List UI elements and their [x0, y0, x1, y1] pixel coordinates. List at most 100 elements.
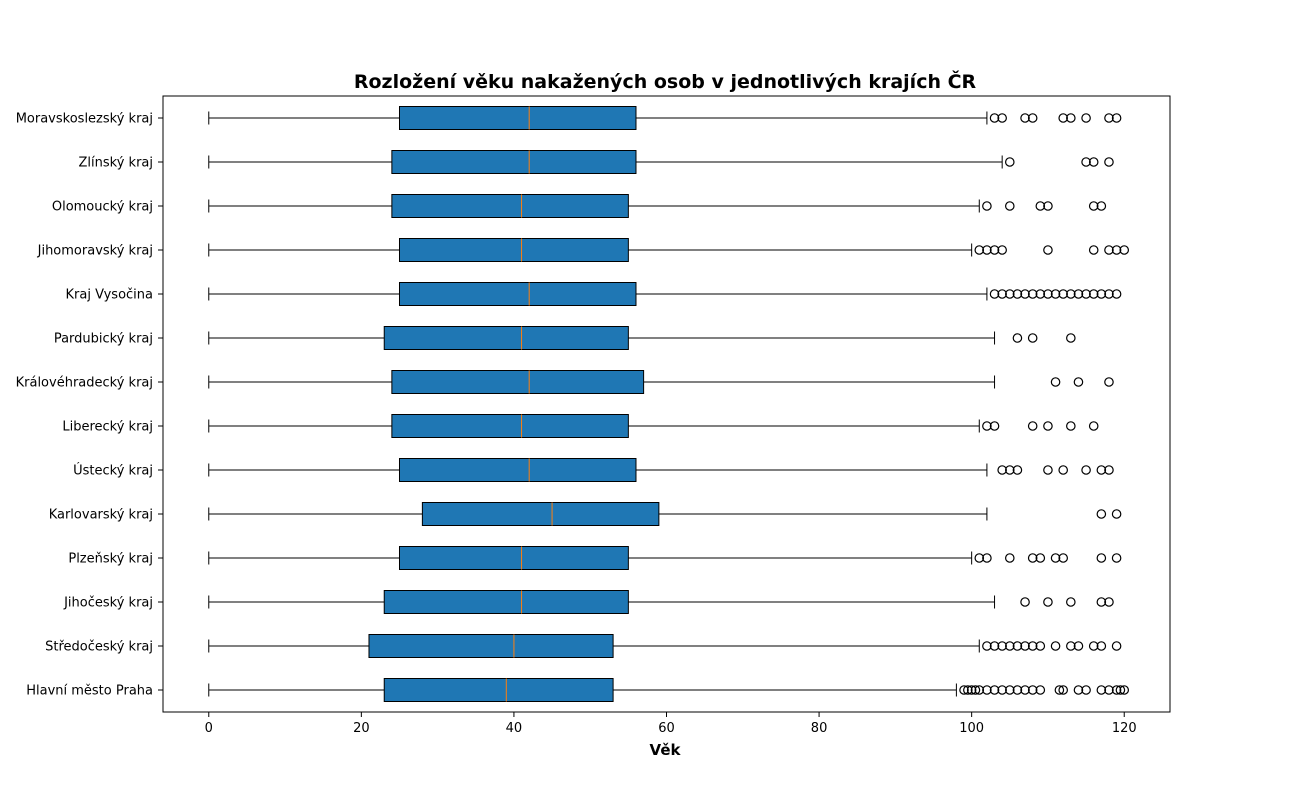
y-tick-label: Pardubický kraj [54, 332, 153, 347]
y-tick-label: Liberecký kraj [62, 420, 153, 435]
y-tick-label: Plzeňský kraj [68, 552, 153, 567]
outlier-point [1088, 289, 1099, 299]
outlier-point [997, 113, 1007, 123]
outlier-point [1115, 685, 1126, 695]
outlier-point [989, 421, 1000, 431]
y-tick-label: Ústecký kraj [73, 463, 153, 479]
box-iqr [391, 370, 645, 394]
outlier-point [1081, 289, 1091, 299]
outlier-point [970, 685, 981, 695]
y-tick-label: Moravskoslezský kraj [16, 112, 153, 127]
y-tick-label: Karlovarský kraj [49, 508, 153, 523]
outlier-point [974, 245, 985, 255]
box-iqr [383, 326, 629, 350]
outlier-point [1081, 465, 1091, 475]
outlier-point [1035, 685, 1046, 695]
outlier-point [1096, 685, 1107, 695]
outlier-point [1012, 465, 1023, 475]
outlier-point [997, 641, 1007, 651]
outlier-point [997, 685, 1007, 695]
outlier-point [1104, 113, 1114, 123]
outlier-point [982, 685, 992, 695]
outlier-point [1027, 553, 1038, 563]
outlier-point [982, 245, 992, 255]
y-tick-label: Kraj Vysočina [65, 288, 153, 303]
outlier-point [1088, 641, 1099, 651]
outlier-point [982, 641, 992, 651]
x-axis-label: Věk [650, 741, 682, 759]
outlier-point [1054, 685, 1065, 695]
outlier-point [1119, 685, 1130, 695]
axes-frame [162, 95, 1171, 713]
outlier-point [1104, 157, 1114, 167]
outlier-point [1111, 685, 1122, 695]
outlier-point [1027, 289, 1038, 299]
x-tick-label: 20 [353, 721, 370, 736]
outlier-point [1043, 245, 1053, 255]
outlier-point [1066, 333, 1076, 343]
outlier-point [1104, 465, 1114, 475]
outlier-point [1081, 157, 1091, 167]
outlier-point [1050, 641, 1061, 651]
outlier-point [1111, 509, 1122, 519]
outlier-point [1035, 641, 1046, 651]
x-tick-label: 80 [811, 721, 828, 736]
outlier-point [1088, 421, 1099, 431]
box-iqr [391, 194, 629, 218]
outlier-point [974, 685, 985, 695]
outlier-point [1066, 289, 1076, 299]
outlier-point [963, 685, 973, 695]
outlier-point [1119, 245, 1130, 255]
outlier-point [1058, 289, 1068, 299]
box-iqr [368, 634, 614, 658]
outlier-point [1058, 113, 1068, 123]
outlier-point [1035, 553, 1046, 563]
box-iqr [398, 282, 637, 306]
box-iqr [383, 678, 614, 702]
box-iqr [383, 590, 629, 614]
y-tick-label: Hlavní město Praha [26, 684, 153, 699]
outlier-point [1027, 333, 1038, 343]
outlier-point [1088, 157, 1099, 167]
box-iqr [398, 546, 629, 570]
outlier-point [1004, 157, 1015, 167]
outlier-point [1020, 289, 1030, 299]
x-tick-label: 40 [506, 721, 523, 736]
outlier-point [1096, 553, 1107, 563]
outlier-point [1096, 289, 1107, 299]
outlier-point [1096, 597, 1107, 607]
outlier-point [982, 553, 992, 563]
outlier-point [982, 421, 992, 431]
y-tick-label: Olomoucký kraj [52, 200, 153, 215]
outlier-point [1043, 465, 1053, 475]
box-iqr [391, 414, 629, 438]
outlier-point [1088, 201, 1099, 211]
outlier-point [1073, 289, 1084, 299]
outlier-point [1096, 641, 1107, 651]
x-tick-label: 100 [959, 721, 984, 736]
outlier-point [1058, 465, 1068, 475]
outlier-point [1035, 289, 1046, 299]
outlier-point [1004, 553, 1015, 563]
outlier-point [1004, 289, 1015, 299]
y-tick-label: Jihomoravský kraj [37, 244, 153, 259]
outlier-point [1104, 597, 1114, 607]
outlier-point [1066, 113, 1076, 123]
outlier-point [1058, 685, 1068, 695]
outlier-point [1020, 641, 1030, 651]
outlier-point [1096, 201, 1107, 211]
outlier-point [1027, 641, 1038, 651]
outlier-point [1043, 289, 1053, 299]
outlier-point [1012, 333, 1023, 343]
outlier-point [1020, 685, 1030, 695]
outlier-point [1004, 201, 1015, 211]
plot-area: 0 20 40 60 80 100 120 Hlavní město Praha Středoč… [16, 95, 1171, 736]
outlier-point [966, 685, 977, 695]
outlier-point [1027, 113, 1038, 123]
outlier-point [1111, 289, 1122, 299]
outlier-point [1096, 465, 1107, 475]
outlier-point [1081, 685, 1091, 695]
outlier-point [1027, 421, 1038, 431]
